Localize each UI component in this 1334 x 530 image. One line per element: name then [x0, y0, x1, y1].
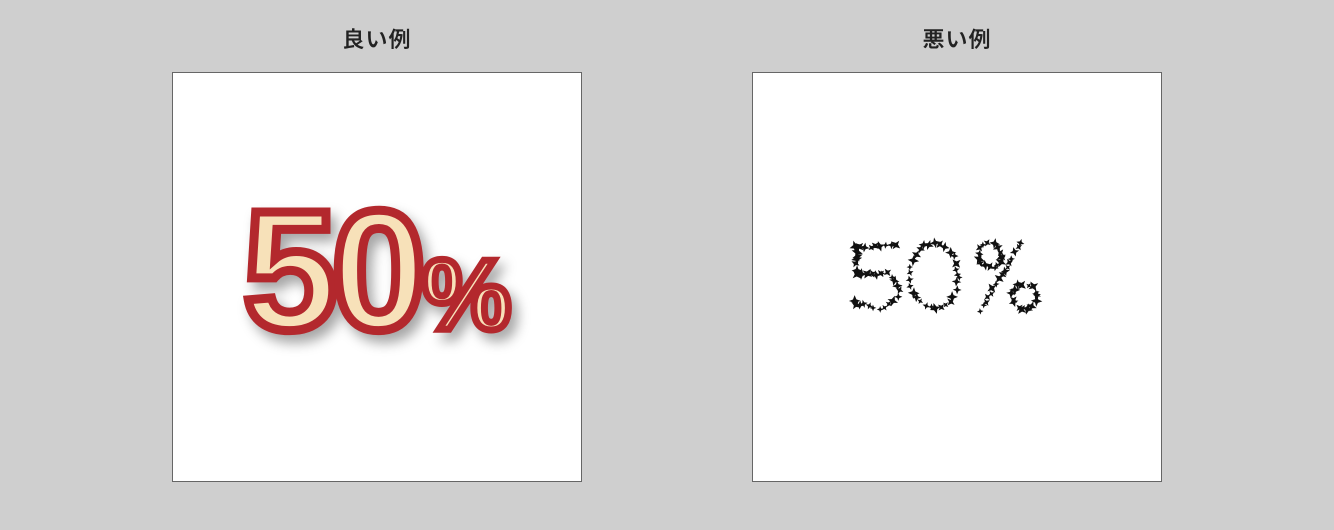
bad-example-text [753, 73, 1161, 481]
bad-example-decorative-svg [842, 230, 1072, 320]
bad-example-panel [752, 72, 1162, 482]
bad-example-column: 悪い例 [752, 22, 1162, 482]
good-example-text: 50 % [243, 186, 511, 356]
good-example-column: 良い例 50 % [172, 22, 582, 482]
good-example-number: 50 [243, 186, 420, 356]
good-example-percent: % [422, 245, 511, 345]
good-example-panel: 50 % [172, 72, 582, 482]
comparison-row: 良い例 50 % 悪い例 [0, 0, 1334, 482]
good-example-label: 良い例 [342, 22, 411, 54]
bad-example-label: 悪い例 [922, 22, 991, 54]
